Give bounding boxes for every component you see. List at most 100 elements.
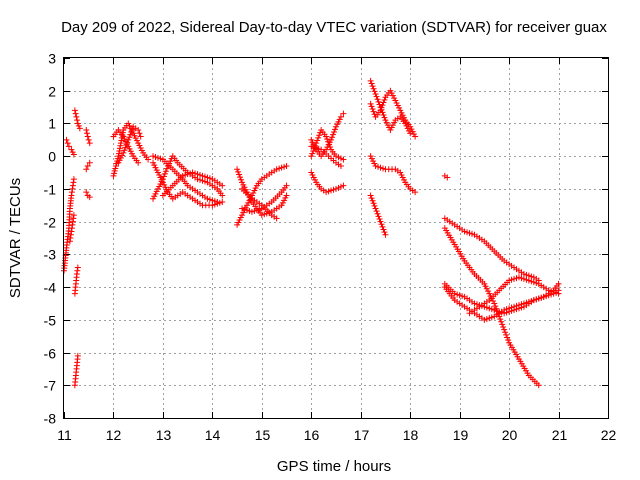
data-point	[327, 144, 334, 151]
data-point	[316, 132, 323, 139]
x-tick-label: 21	[552, 427, 568, 443]
data-point	[74, 117, 81, 124]
data-point	[314, 137, 321, 144]
data-point	[370, 108, 377, 115]
y-tick-label: -4	[44, 280, 57, 296]
data-point	[503, 331, 510, 338]
data-point	[63, 136, 70, 143]
x-tick-label: 12	[106, 427, 122, 443]
data-point	[236, 171, 243, 178]
data-point	[367, 77, 374, 84]
data-point	[136, 130, 143, 137]
y-axis-label: SDTVAR / TECUs	[7, 178, 24, 298]
data-point	[374, 210, 381, 217]
data-point	[368, 80, 375, 87]
data-point	[121, 147, 128, 154]
x-tick-label: 19	[453, 427, 469, 443]
data-point	[376, 101, 383, 108]
data-point	[76, 125, 83, 132]
x-tick-label: 18	[403, 427, 419, 443]
y-tick-label: -1	[44, 182, 57, 198]
data-point	[412, 133, 419, 140]
plot-frame	[63, 57, 609, 419]
data-point	[65, 143, 72, 150]
data-point	[381, 229, 388, 236]
data-point	[555, 290, 562, 297]
data-point	[535, 382, 542, 389]
data-point	[124, 139, 131, 146]
data-point	[498, 318, 505, 325]
data-point	[128, 128, 135, 135]
data-point	[120, 149, 127, 156]
data-point	[378, 106, 385, 113]
data-point	[163, 165, 170, 172]
data-point	[497, 316, 504, 323]
data-point	[219, 192, 226, 199]
x-tick-label: 15	[255, 427, 271, 443]
data-point	[84, 133, 91, 140]
x-tick-label: 11	[57, 427, 72, 443]
data-point	[380, 111, 387, 118]
data-point	[83, 130, 90, 137]
x-tick-label: 14	[205, 427, 221, 443]
data-point	[499, 321, 506, 328]
data-point	[86, 194, 93, 201]
data-point	[135, 127, 142, 133]
data-point	[378, 221, 385, 228]
data-markers	[61, 77, 562, 389]
data-point	[337, 113, 344, 120]
data-point	[340, 110, 347, 117]
data-point	[382, 231, 389, 238]
data-point	[308, 153, 315, 160]
data-point	[367, 192, 374, 199]
data-point	[135, 159, 142, 166]
data-point	[323, 133, 330, 140]
x-tick-label: 22	[601, 427, 617, 443]
data-point	[444, 174, 451, 181]
y-tick-label: 3	[48, 51, 56, 67]
data-point	[337, 163, 344, 169]
data-point	[381, 96, 388, 103]
data-point	[72, 110, 79, 117]
data-point	[371, 202, 378, 209]
data-point	[369, 106, 376, 113]
data-point	[380, 99, 387, 106]
data-point	[235, 168, 242, 175]
data-point	[74, 264, 81, 271]
data-point	[71, 107, 78, 114]
data-point	[377, 218, 384, 225]
data-point	[373, 93, 380, 100]
x-tick-label: 16	[304, 427, 320, 443]
data-point	[83, 189, 90, 196]
data-point	[84, 163, 91, 169]
data-point	[555, 280, 562, 287]
data-point	[83, 166, 90, 173]
y-tick-label: 1	[48, 116, 56, 132]
data-point	[83, 127, 90, 133]
data-point	[340, 156, 347, 163]
data-point	[502, 329, 509, 336]
data-point	[70, 212, 77, 219]
data-point	[493, 305, 500, 312]
data-point	[283, 192, 290, 199]
y-tick-label: 0	[48, 149, 56, 165]
data-point	[329, 134, 336, 141]
data-point	[332, 126, 339, 133]
data-point	[495, 310, 502, 317]
data-point	[123, 142, 130, 149]
data-point	[375, 213, 382, 220]
data-point	[372, 205, 379, 212]
x-tick-label: 13	[156, 427, 172, 443]
data-point	[412, 189, 419, 196]
data-point	[367, 100, 374, 107]
data-point	[505, 337, 512, 344]
data-point	[504, 334, 511, 341]
data-point	[234, 166, 241, 173]
data-point	[70, 176, 77, 183]
data-point	[129, 126, 136, 133]
data-point	[283, 182, 290, 189]
data-point	[273, 215, 280, 222]
data-point	[376, 216, 383, 223]
y-tick-label: -3	[44, 247, 57, 263]
data-point	[375, 98, 382, 105]
